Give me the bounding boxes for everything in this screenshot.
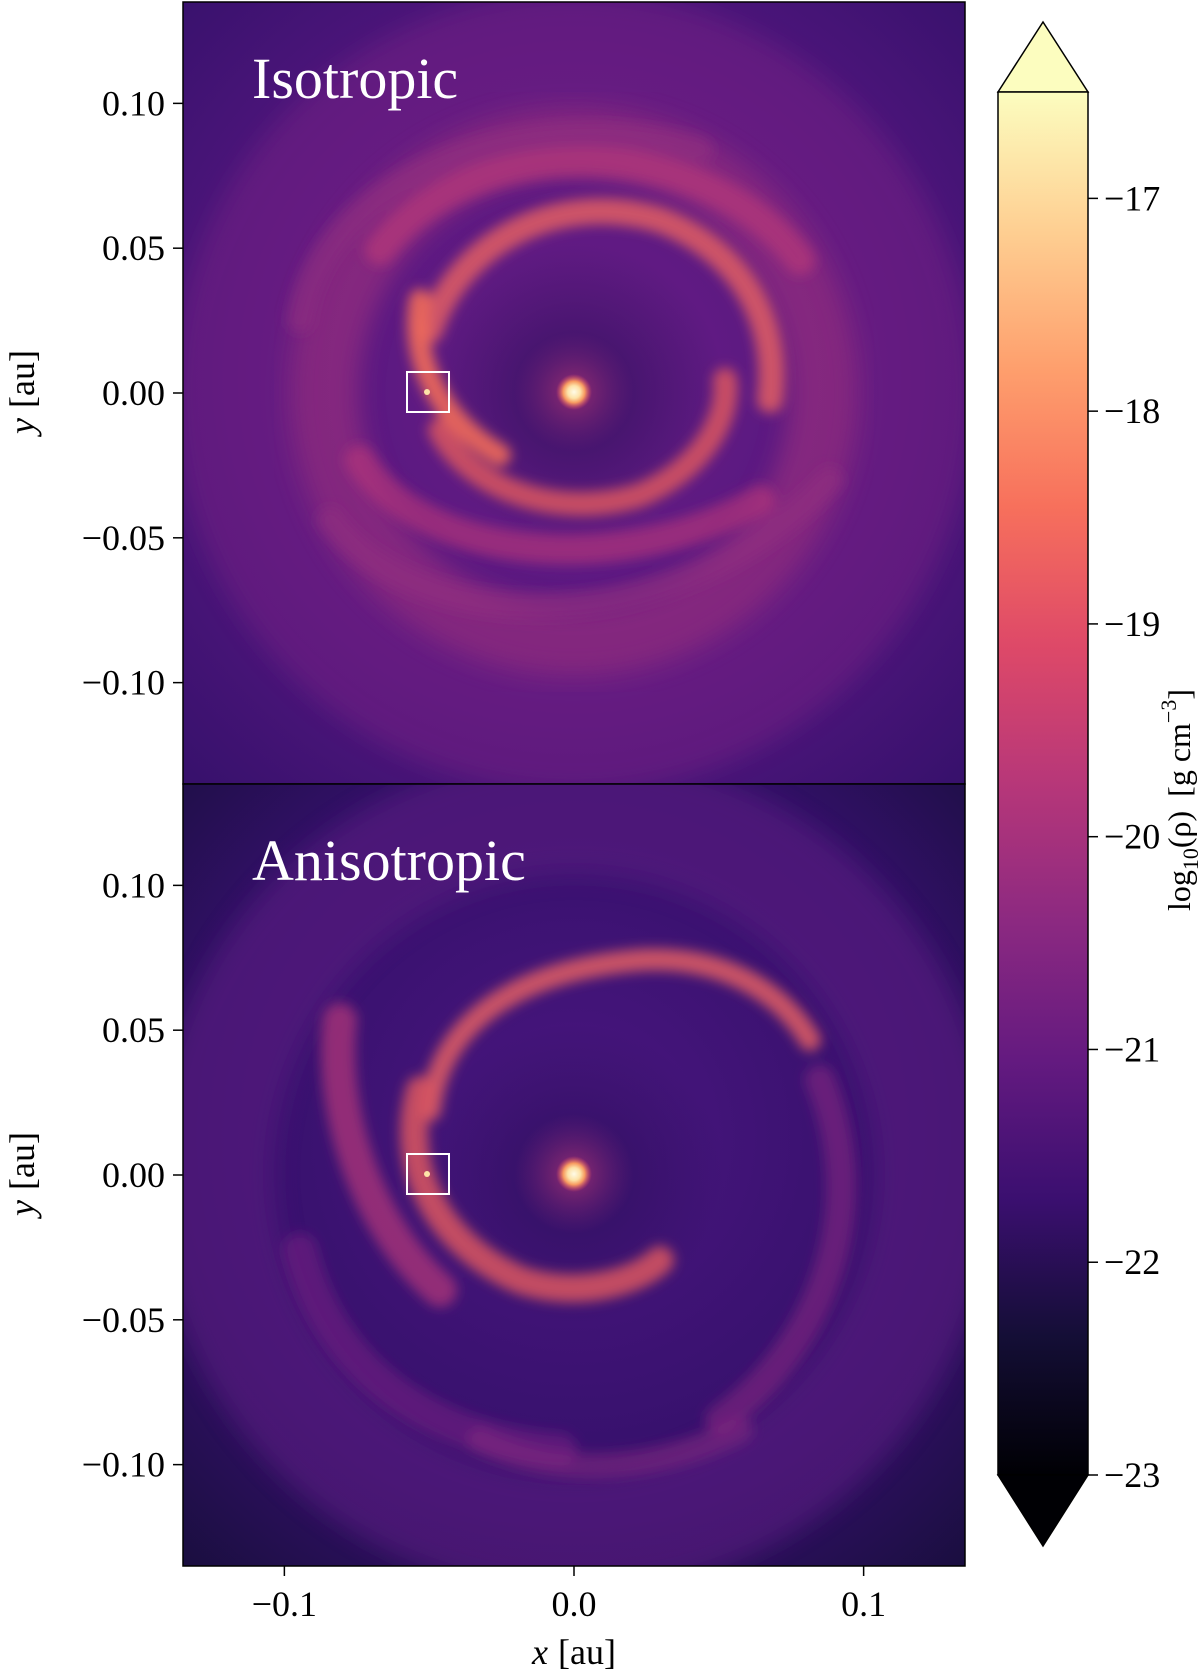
highlight-box-anisotropic xyxy=(406,1153,450,1195)
colorbar-tick-label: −22 xyxy=(1104,1242,1160,1282)
y-label-anisotropic: y[au] xyxy=(2,1132,42,1219)
colorbar-label: log10(ρ)[g cm−3] xyxy=(1156,689,1200,911)
panel-title-isotropic: Isotropic xyxy=(252,46,458,111)
y-tick-label: −0.05 xyxy=(82,1300,165,1340)
x-ticks: −0.1 0.0 0.1 xyxy=(252,1566,886,1624)
y-tick-label: 0.10 xyxy=(102,865,165,905)
central-star-anisotropic xyxy=(556,1156,592,1192)
y-tick-label: 0.05 xyxy=(102,1010,165,1050)
colorbar-tick-label: −19 xyxy=(1104,604,1160,644)
colorbar-body xyxy=(997,91,1089,1476)
colorbar: −17 −18 −19 −20 −21 −22 −23 log10(ρ)[g cm−3] xyxy=(996,20,1200,1548)
colorbar-tick-label: −21 xyxy=(1104,1029,1160,1069)
y-tick-label: −0.10 xyxy=(82,1445,165,1485)
colorbar-extend-top xyxy=(996,20,1090,93)
colorbar-tick-label: −23 xyxy=(1104,1455,1160,1495)
colorbar-ticks: −17 −18 −19 −20 −21 −22 −23 xyxy=(1088,178,1160,1495)
panel-title-anisotropic: Anisotropic xyxy=(252,828,526,893)
y-label-isotropic: y[au] xyxy=(2,350,42,437)
x-tick-label: 0.1 xyxy=(841,1584,886,1624)
y-ticks-anisotropic: 0.10 0.05 0.00 −0.05 −0.10 xyxy=(82,865,183,1485)
y-ticks-isotropic: 0.10 0.05 0.00 −0.05 −0.10 xyxy=(82,83,183,703)
panel-isotropic: Isotropic xyxy=(183,2,965,784)
y-tick-label: 0.10 xyxy=(102,83,165,123)
colorbar-tick-label: −17 xyxy=(1104,178,1160,218)
y-tick-label: −0.10 xyxy=(82,663,165,703)
highlight-box-isotropic xyxy=(406,371,450,413)
x-tick-label: 0.0 xyxy=(552,1584,597,1624)
y-tick-label: 0.00 xyxy=(102,1155,165,1195)
x-tick-label: −0.1 xyxy=(252,1584,317,1624)
colorbar-tick-label: −18 xyxy=(1104,391,1160,431)
central-star-isotropic xyxy=(556,374,592,410)
colorbar-tick-label: −20 xyxy=(1104,817,1160,857)
y-tick-label: 0.05 xyxy=(102,228,165,268)
x-label: x [au] xyxy=(531,1632,616,1672)
panel-anisotropic: Anisotropic xyxy=(183,784,965,1566)
colorbar-extend-bottom xyxy=(996,1474,1090,1548)
y-tick-label: 0.00 xyxy=(102,373,165,413)
y-tick-label: −0.05 xyxy=(82,518,165,558)
